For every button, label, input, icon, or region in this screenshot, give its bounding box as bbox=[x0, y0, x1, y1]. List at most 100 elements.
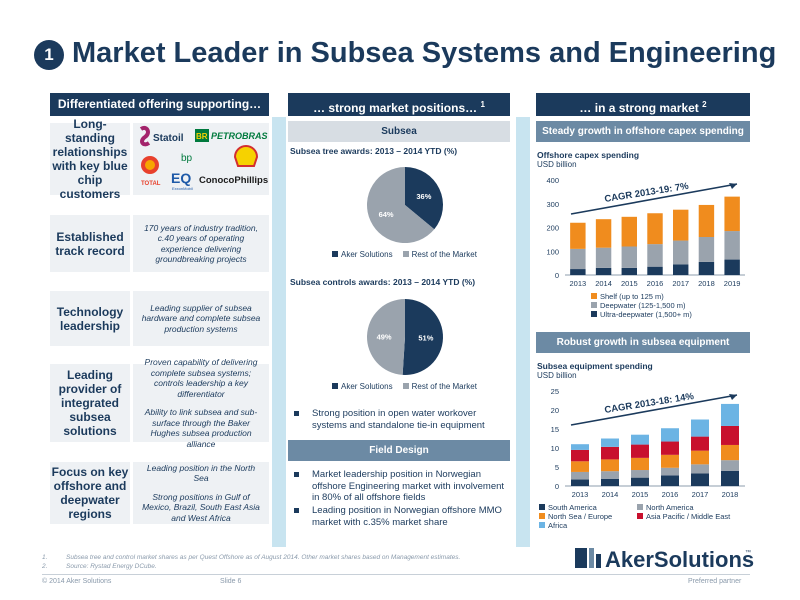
y-tick-label: 300 bbox=[546, 200, 559, 209]
flow-arrow-right bbox=[516, 117, 530, 547]
statoil-text: Statoil bbox=[153, 133, 184, 144]
bar-segment bbox=[647, 266, 663, 275]
brand-trademark: ™ bbox=[745, 549, 751, 556]
x-tick-label: 2013 bbox=[572, 490, 589, 499]
bar-segment bbox=[721, 460, 739, 471]
legend-swatch bbox=[332, 383, 338, 389]
field-design-bullet-1: Market leadership position in Norwegian … bbox=[290, 469, 508, 504]
bar-segment bbox=[661, 467, 679, 476]
br-text: BR bbox=[196, 132, 208, 141]
bar-segment bbox=[691, 473, 709, 486]
y-tick-label: 100 bbox=[546, 247, 559, 256]
subsea-header: Subsea bbox=[288, 121, 510, 142]
bar-segment bbox=[698, 204, 715, 237]
legend-item-aker: Aker Solutions bbox=[332, 382, 393, 391]
x-tick-label: 2016 bbox=[647, 279, 664, 288]
bar-segment bbox=[621, 267, 637, 275]
capex-chart-title: Offshore capex spending bbox=[537, 150, 640, 160]
capex-chart-unit: USD billion bbox=[537, 160, 577, 169]
right-column-header-text: … in a strong market bbox=[579, 101, 703, 115]
tree-awards-title: Subsea tree awards: 2013 – 2014 YTD (%) bbox=[290, 146, 458, 156]
y-tick-label: 200 bbox=[546, 224, 559, 233]
bar-segment bbox=[721, 470, 739, 486]
bar-segment bbox=[724, 231, 740, 260]
tree-awards-pie: 36% 64% bbox=[367, 167, 443, 243]
row-label-regions: Focus on key offshore and deepwater regi… bbox=[50, 462, 130, 524]
legend-swatch bbox=[539, 513, 545, 519]
y-tick-label: 400 bbox=[546, 176, 559, 185]
eq-text: EQ bbox=[171, 170, 191, 186]
bar-segment bbox=[601, 446, 619, 460]
pie-slice bbox=[405, 167, 443, 230]
equipment-chart-unit: USD billion bbox=[537, 371, 577, 380]
row-text-technology: Leading supplier of subsea hardware and … bbox=[133, 291, 269, 346]
x-tick-label: 2015 bbox=[632, 490, 649, 499]
legend-item-aker: Aker Solutions bbox=[332, 250, 393, 259]
middle-column-header: … strong market positions… 1 bbox=[288, 93, 510, 116]
x-tick-label: 2018 bbox=[698, 279, 715, 288]
cagr-arrowhead bbox=[729, 183, 737, 189]
bar-segment bbox=[721, 403, 739, 426]
bar-segment bbox=[661, 441, 679, 455]
bar-segment bbox=[724, 259, 740, 275]
bar-segment bbox=[595, 247, 612, 268]
legend-label: Ultra-deepwater (1,500+ m) bbox=[600, 310, 692, 319]
right-column-footnote-ref: 2 bbox=[702, 100, 707, 109]
petrobras-logo: BR PETROBRAS bbox=[195, 129, 268, 142]
petrobras-text: PETROBRAS bbox=[211, 131, 268, 141]
x-tick-label: 2014 bbox=[602, 490, 619, 499]
footer-tagline: Preferred partner bbox=[688, 578, 742, 585]
footnote-2: 2. Source: Rystad Energy DCube. bbox=[42, 563, 157, 570]
bar-segment bbox=[691, 419, 709, 437]
shell-logo bbox=[233, 145, 259, 167]
bar-segment bbox=[691, 450, 709, 465]
legend-swatch bbox=[539, 522, 545, 528]
aker-solutions-logo: AkerSolutions ™ bbox=[575, 542, 755, 577]
legend-swatch bbox=[402, 251, 409, 257]
subsea-bullet: Strong position in open water workover s… bbox=[290, 408, 508, 431]
row-text-regions: Leading position in the North Sea Strong … bbox=[133, 462, 269, 524]
legend-swatch bbox=[591, 302, 597, 308]
x-tick-label: 2015 bbox=[621, 279, 638, 288]
eq-subtext: ExxonMobil bbox=[172, 186, 193, 191]
bar-segment bbox=[570, 248, 586, 270]
row-label-technology: Technology leadership bbox=[50, 291, 130, 346]
bp-logo: bp bbox=[181, 153, 193, 164]
legend-item-rest: Rest of the Market bbox=[402, 382, 477, 391]
legend-item-rest: Rest of the Market bbox=[402, 250, 477, 259]
bar-segment bbox=[673, 240, 689, 265]
bar-segment bbox=[621, 216, 637, 247]
footnote-1: 1. Subsea tree and control market shares … bbox=[42, 554, 460, 561]
bar-segment bbox=[595, 267, 612, 275]
cagr-label: CAGR 2013-19: 7% bbox=[604, 181, 690, 205]
footer-copyright: © 2014 Aker Solutions bbox=[42, 578, 112, 585]
row-label-track-record: Established track record bbox=[50, 215, 130, 272]
bar-segment bbox=[721, 425, 739, 445]
bar-segment bbox=[571, 479, 589, 486]
legend-label: Africa bbox=[548, 521, 568, 530]
y-tick-label: 20 bbox=[551, 406, 559, 415]
bar-segment bbox=[571, 449, 589, 462]
row-label-integrated: Leading provider of integrated subsea so… bbox=[50, 364, 130, 442]
bar-segment bbox=[691, 464, 709, 474]
x-tick-label: 2017 bbox=[692, 490, 709, 499]
y-tick-label: 25 bbox=[551, 387, 559, 396]
conocophillips-text: ConocoPhillips bbox=[199, 175, 268, 186]
x-tick-label: 2014 bbox=[595, 279, 612, 288]
bar-segment bbox=[571, 471, 589, 480]
footnote-number: 2. bbox=[42, 563, 48, 570]
legend-label: Rest of the Market bbox=[411, 250, 477, 259]
tree-awards-legend: Aker Solutions Rest of the Market bbox=[332, 250, 477, 259]
row-text-line: Strong positions in Gulf of Mexico, Braz… bbox=[142, 491, 260, 523]
page-title: Market Leader in Subsea Systems and Engi… bbox=[72, 37, 777, 69]
row-text-line: Leading supplier of subsea hardware and … bbox=[141, 302, 261, 334]
controls-awards-pie: 51% 49% bbox=[366, 299, 443, 375]
y-tick-label: 0 bbox=[555, 271, 559, 280]
cagr-arrow bbox=[570, 183, 738, 215]
legend-swatch bbox=[591, 293, 597, 299]
statoil-logo: Statoil bbox=[139, 126, 184, 147]
middle-column-header-text: … strong market positions… bbox=[313, 101, 481, 115]
y-tick-label: 15 bbox=[551, 425, 559, 434]
legend-label: North America bbox=[646, 503, 694, 512]
bar-segment bbox=[571, 444, 589, 450]
